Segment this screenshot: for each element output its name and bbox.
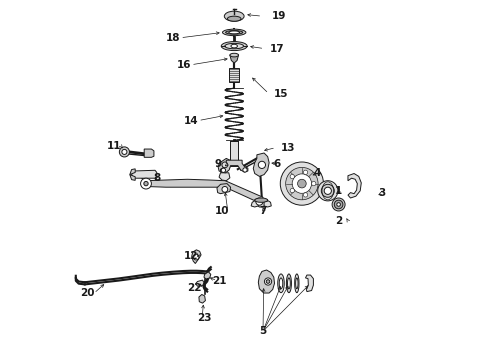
Text: 21: 21	[213, 276, 227, 286]
Text: 19: 19	[272, 11, 286, 21]
Circle shape	[324, 187, 331, 194]
Text: 6: 6	[274, 159, 281, 169]
Circle shape	[337, 203, 341, 206]
Circle shape	[280, 162, 323, 205]
Polygon shape	[219, 173, 230, 181]
Circle shape	[303, 193, 308, 197]
Text: 8: 8	[153, 173, 160, 183]
Circle shape	[120, 147, 129, 157]
Circle shape	[256, 198, 263, 205]
Circle shape	[265, 278, 271, 285]
Circle shape	[303, 170, 308, 175]
Ellipse shape	[279, 278, 283, 289]
Text: 11: 11	[106, 141, 121, 151]
Circle shape	[222, 186, 228, 192]
Polygon shape	[258, 270, 274, 293]
Text: 14: 14	[184, 116, 198, 126]
Polygon shape	[217, 184, 231, 194]
Circle shape	[144, 181, 148, 186]
Text: 13: 13	[281, 143, 295, 153]
Circle shape	[286, 167, 318, 200]
Bar	[229, 68, 239, 82]
Circle shape	[321, 184, 334, 197]
Polygon shape	[348, 174, 361, 198]
Ellipse shape	[255, 198, 268, 202]
Polygon shape	[130, 169, 135, 175]
Polygon shape	[230, 55, 239, 63]
Circle shape	[312, 181, 316, 186]
Ellipse shape	[288, 278, 290, 289]
Circle shape	[318, 181, 338, 201]
Ellipse shape	[224, 11, 244, 21]
Text: 15: 15	[274, 89, 288, 99]
Circle shape	[334, 200, 343, 209]
Ellipse shape	[286, 274, 292, 293]
Ellipse shape	[225, 31, 243, 34]
Text: 2: 2	[335, 216, 342, 226]
Polygon shape	[255, 200, 268, 207]
Polygon shape	[144, 149, 154, 157]
Ellipse shape	[221, 42, 247, 51]
Polygon shape	[251, 201, 258, 207]
Ellipse shape	[278, 274, 284, 293]
Circle shape	[222, 162, 228, 168]
Polygon shape	[204, 272, 211, 279]
Circle shape	[193, 254, 199, 260]
Polygon shape	[264, 201, 271, 207]
Circle shape	[332, 198, 345, 211]
Polygon shape	[220, 160, 248, 173]
Text: 7: 7	[259, 206, 267, 216]
Text: 9: 9	[215, 159, 221, 169]
Polygon shape	[305, 275, 314, 292]
Ellipse shape	[295, 278, 298, 289]
Text: 23: 23	[197, 312, 212, 323]
Circle shape	[141, 178, 151, 189]
Circle shape	[243, 168, 247, 172]
Polygon shape	[199, 294, 205, 303]
Text: 10: 10	[215, 206, 229, 216]
Circle shape	[266, 280, 270, 283]
Circle shape	[122, 149, 127, 154]
Circle shape	[290, 188, 294, 193]
Text: 5: 5	[259, 326, 267, 336]
Text: 20: 20	[80, 288, 95, 298]
Ellipse shape	[294, 274, 299, 293]
Ellipse shape	[230, 53, 239, 57]
Text: 17: 17	[270, 44, 285, 54]
Polygon shape	[196, 280, 204, 286]
Circle shape	[292, 174, 312, 193]
Text: 18: 18	[166, 33, 180, 43]
Text: 12: 12	[184, 251, 198, 261]
Circle shape	[221, 168, 225, 172]
Ellipse shape	[227, 16, 241, 21]
Text: 3: 3	[378, 188, 386, 198]
Polygon shape	[146, 179, 263, 204]
Text: 22: 22	[187, 283, 202, 293]
Text: 1: 1	[335, 186, 342, 196]
Polygon shape	[218, 158, 231, 173]
Ellipse shape	[229, 31, 240, 34]
Circle shape	[290, 175, 294, 179]
Polygon shape	[253, 153, 269, 176]
Ellipse shape	[231, 44, 238, 48]
Ellipse shape	[225, 44, 244, 49]
Ellipse shape	[222, 29, 246, 36]
Text: 16: 16	[176, 60, 191, 70]
Text: 4: 4	[314, 168, 321, 178]
Polygon shape	[192, 250, 201, 264]
Circle shape	[297, 179, 306, 188]
Polygon shape	[132, 170, 157, 178]
Bar	[230, 141, 238, 166]
Polygon shape	[130, 175, 135, 180]
Circle shape	[258, 161, 266, 168]
